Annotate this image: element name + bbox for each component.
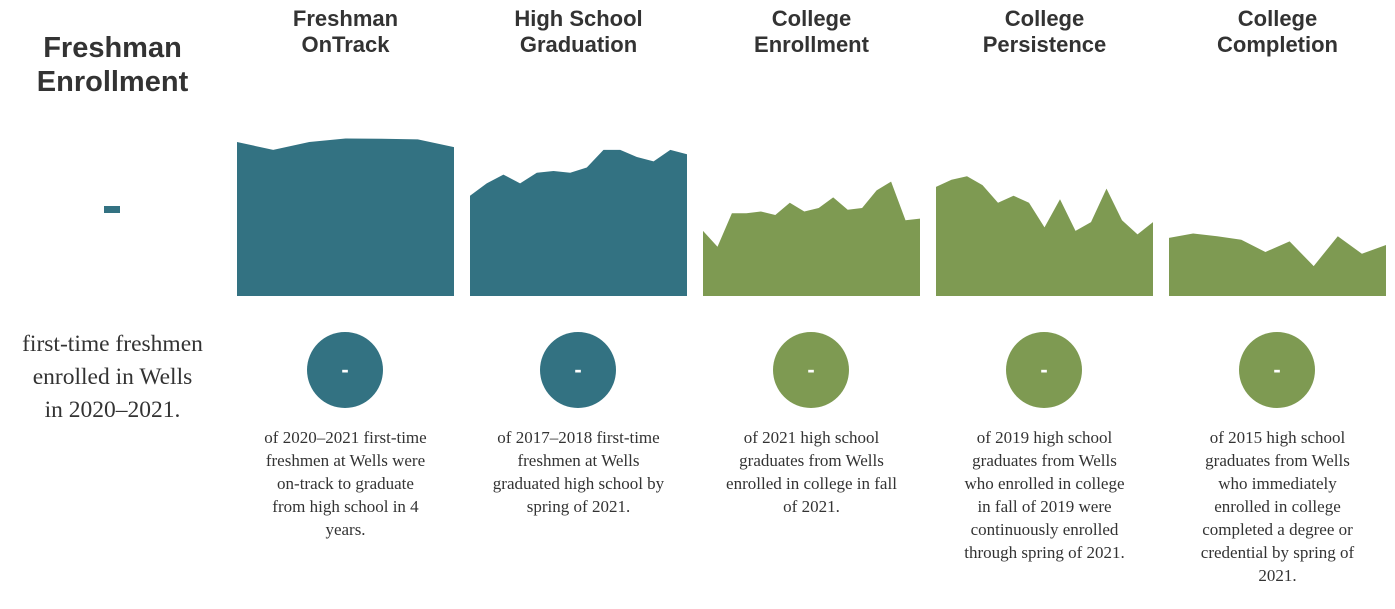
value-text: -: [341, 357, 349, 382]
value-text: -: [807, 357, 815, 382]
title-line: Completion: [1217, 31, 1338, 57]
desc-line: of 2015 high school: [1209, 428, 1346, 447]
desc-line: 2021.: [1258, 565, 1297, 585]
area-series: [1169, 233, 1386, 296]
title-line: OnTrack: [301, 31, 390, 57]
college-completion-area-chart: [1169, 233, 1386, 296]
freshman-enrollment-value-dash: [104, 206, 120, 213]
college-persistence-description: of 2019 high school graduates from Wells…: [936, 427, 1153, 565]
title-line: Enrollment: [36, 66, 189, 99]
area-series: [470, 149, 687, 296]
desc-line: on-track to graduate: [277, 473, 414, 493]
title-line: Freshman: [292, 6, 399, 31]
hs-graduation-value-circle: -: [540, 332, 616, 408]
college-enrollment-value-circle: -: [773, 332, 849, 408]
college-enrollment-area-chart: [703, 181, 920, 296]
desc-line: graduates from Wells: [739, 450, 884, 470]
hs-graduation-area-chart: [470, 149, 687, 296]
desc-line: enrolled in college: [1214, 496, 1341, 516]
ontrack-area-chart: [237, 138, 454, 296]
college-completion-title: College Completion: [1169, 6, 1386, 58]
value-text: -: [574, 357, 582, 382]
area-series: [703, 181, 920, 296]
desc-line: of 2019 high school: [976, 428, 1113, 447]
desc-line: graduates from Wells: [972, 450, 1117, 470]
title-line: Enrollment: [754, 31, 869, 57]
desc-line: from high school in 4: [272, 496, 419, 516]
desc-line: graduates from Wells: [1205, 450, 1350, 470]
title-line: Persistence: [982, 31, 1107, 57]
title-line: Freshman: [43, 32, 182, 64]
desc-line: credential by spring of: [1200, 542, 1355, 562]
desc-line: who immediately: [1218, 473, 1337, 493]
desc-line: freshmen at Wells: [517, 450, 640, 470]
title-line: College: [1004, 6, 1085, 31]
title-line: Graduation: [519, 31, 638, 57]
desc-line: of 2021.: [783, 496, 840, 516]
title-line: College: [771, 6, 852, 31]
value-text: -: [1040, 357, 1048, 382]
area-series: [936, 176, 1153, 296]
freshman-enrollment-title: Freshman Enrollment: [0, 31, 225, 99]
ontrack-value-circle: -: [307, 332, 383, 408]
ontrack-title: Freshman OnTrack: [237, 6, 454, 58]
desc-line: years.: [325, 519, 366, 539]
desc-line: who enrolled in college: [964, 473, 1125, 493]
area-series: [237, 138, 454, 296]
hs-graduation-title: High School Graduation: [470, 6, 687, 58]
desc-line: enrolled in college in fall: [726, 473, 897, 493]
college-persistence-title: College Persistence: [936, 6, 1153, 58]
college-enrollment-description: of 2021 high school graduates from Wells…: [703, 427, 920, 519]
college-completion-value-circle: -: [1239, 332, 1315, 408]
hs-graduation-description: of 2017–2018 first-time freshmen at Well…: [470, 427, 687, 519]
desc-line: completed a degree or: [1202, 519, 1353, 539]
desc-line: continuously enrolled: [970, 519, 1119, 539]
desc-line: of 2017–2018 first-time: [497, 428, 660, 447]
value-text: -: [1273, 357, 1281, 382]
desc-line: freshmen at Wells were: [265, 450, 426, 470]
freshman-enrollment-description: first-time freshmen enrolled in Wells in…: [0, 328, 225, 427]
desc-line: enrolled in Wells: [32, 363, 193, 390]
title-line: High School: [514, 6, 643, 31]
desc-line: through spring of 2021.: [964, 542, 1125, 562]
college-persistence-area-chart: [936, 176, 1153, 296]
desc-line: first-time freshmen: [22, 331, 203, 357]
desc-line: of 2020–2021 first-time: [264, 428, 427, 447]
desc-line: graduated high school by: [492, 473, 665, 493]
college-enrollment-title: College Enrollment: [703, 6, 920, 58]
college-completion-description: of 2015 high school graduates from Wells…: [1169, 427, 1386, 588]
college-persistence-value-circle: -: [1006, 332, 1082, 408]
ontrack-description: of 2020–2021 first-time freshmen at Well…: [237, 427, 454, 542]
desc-line: in fall of 2019 were: [977, 496, 1112, 516]
title-line: College: [1237, 6, 1318, 31]
desc-line: spring of 2021.: [526, 496, 631, 516]
desc-line: of 2021 high school: [743, 428, 880, 447]
desc-line: in 2020–2021.: [44, 396, 181, 423]
